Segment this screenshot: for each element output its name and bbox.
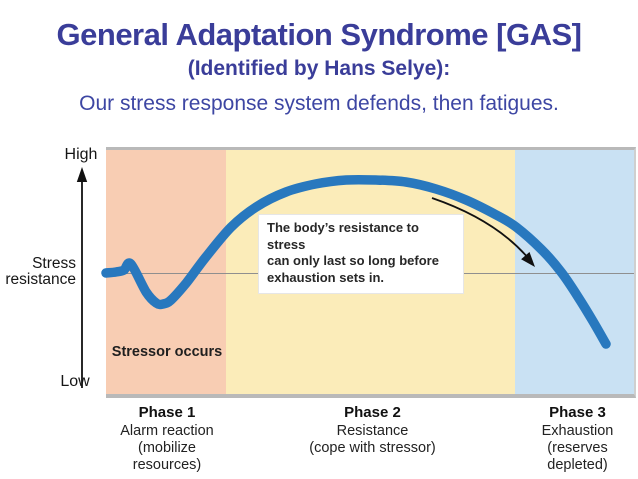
page-tagline: Our stress response system defends, then…	[79, 92, 559, 115]
y-axis-title: Stress resistance	[5, 255, 76, 289]
phase1-label: Phase 1 Alarm reaction (mobilize resourc…	[106, 404, 228, 474]
slide-header: General Adaptation Syndrome [GAS] (Ident…	[0, 17, 638, 116]
phase2-label: Phase 2 Resistance (cope with stressor)	[228, 404, 517, 457]
page-title: General Adaptation Syndrome [GAS]	[56, 17, 582, 52]
exhaustion-arrow-icon	[431, 197, 535, 267]
y-axis-high-label: High	[64, 146, 98, 163]
phase1-name: Phase 1	[138, 404, 196, 421]
phase2-name: Phase 2	[344, 404, 401, 421]
page-subtitle: (Identified by Hans Selye):	[187, 57, 451, 80]
phase3-name: Phase 3	[549, 404, 606, 421]
phase1-desc: Alarm reaction (mobilize resources)	[120, 423, 214, 474]
resistance-note-box: The body’s resistance to stress can only…	[258, 214, 464, 294]
phase2-desc: Resistance (cope with stressor)	[309, 423, 436, 457]
stressor-occurs-label: Stressor occurs	[111, 344, 223, 360]
chart-plot-area: Stressor occurs The body’s resistance to…	[101, 147, 636, 398]
phase3-label: Phase 3 Exhaustion (reserves depleted)	[517, 404, 638, 474]
phase3-desc: Exhaustion (reserves depleted)	[541, 423, 614, 474]
y-axis-arrow-icon	[76, 167, 88, 388]
stress-resistance-curve	[101, 174, 611, 349]
phase3-region	[514, 150, 634, 394]
